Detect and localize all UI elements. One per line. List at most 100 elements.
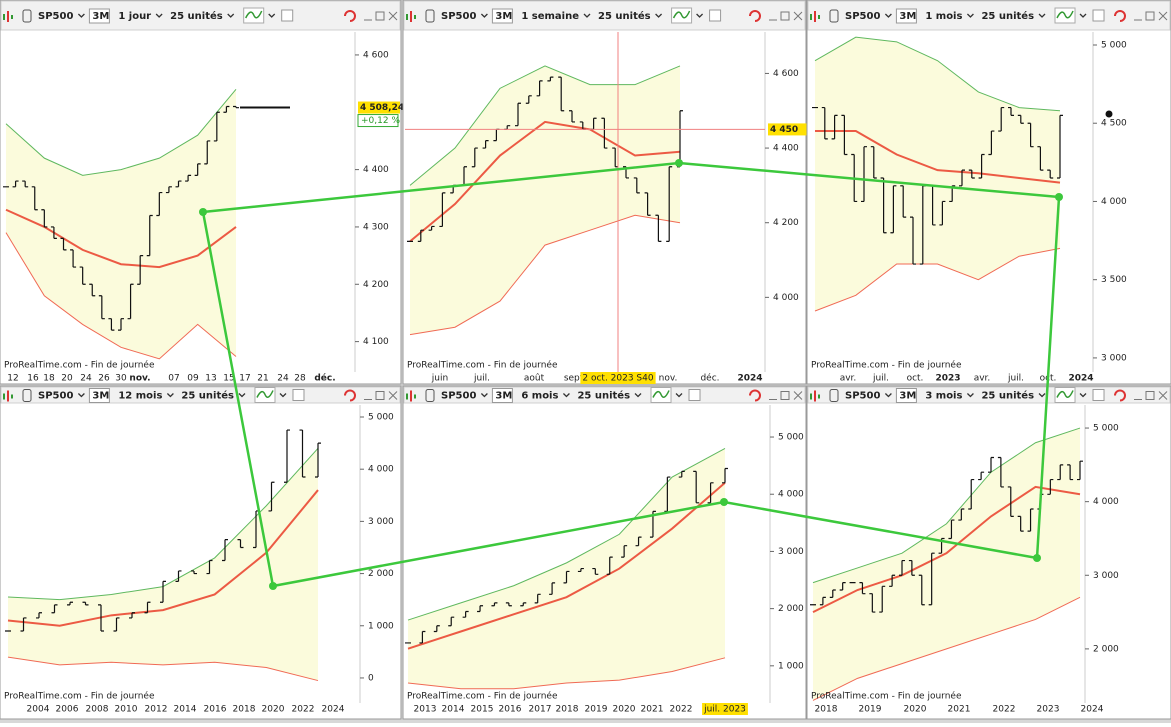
period-button[interactable]: 3M (899, 11, 916, 22)
close-button[interactable] (388, 11, 398, 21)
settings-icon[interactable] (425, 9, 435, 23)
chart-type-icon[interactable] (3, 11, 13, 22)
toolbar-dropdown[interactable]: SP500 (38, 391, 73, 402)
button[interactable] (491, 8, 513, 24)
toolbar-dropdown[interactable]: 25 unités (170, 10, 223, 22)
x-tick-label: 28 (294, 374, 306, 384)
x-tick-label: déc. (700, 373, 719, 384)
maximize-button[interactable] (375, 391, 385, 400)
toolbar-dropdown[interactable]: SP500 (441, 391, 476, 402)
button[interactable] (895, 8, 917, 24)
maximize-button[interactable] (1145, 391, 1155, 400)
price-bar (968, 169, 975, 179)
toolbar-dropdown[interactable]: 12 mois (118, 391, 162, 402)
toolbar-dropdown[interactable]: 1 jour (118, 11, 151, 22)
toolbar-dropdown[interactable]: 6 mois (521, 391, 558, 402)
maximize-button[interactable] (780, 391, 790, 400)
moving-average (407, 482, 726, 650)
button[interactable] (491, 388, 513, 403)
refresh-icon[interactable] (344, 10, 356, 22)
x-tick-label: 21 (257, 374, 268, 384)
chart-type-icon[interactable] (810, 390, 820, 402)
footer: ProRealTime.com - Fin de journée (4, 360, 155, 371)
refresh-icon[interactable] (1114, 389, 1126, 402)
toolbar-dropdown[interactable]: SP500 (845, 391, 880, 402)
price-bar (861, 146, 867, 203)
dropdown-arrow (480, 393, 488, 398)
period-button[interactable]: 3M (92, 391, 109, 402)
price-bar (505, 602, 512, 607)
maximize-button[interactable] (1145, 11, 1155, 21)
button[interactable] (88, 388, 110, 403)
x-tick-label: avr. (974, 374, 991, 384)
close-button[interactable] (793, 391, 803, 400)
price-bar (113, 617, 120, 632)
x-tick-label: 2014 (442, 705, 465, 715)
toolbar-dropdown[interactable]: 25 unités (981, 10, 1034, 22)
marker (1105, 110, 1113, 118)
info-button[interactable] (1092, 389, 1105, 401)
chart-type-icon[interactable] (810, 11, 820, 22)
settings-icon[interactable] (829, 389, 839, 402)
price-label-box (358, 101, 400, 114)
price-bar (60, 237, 67, 251)
price-bar (988, 130, 995, 156)
y-tick-label: 4 600 (363, 50, 389, 60)
dropdown-arrow (279, 393, 287, 398)
toolbar-dropdown[interactable]: SP500 (441, 11, 476, 22)
x-tick-label: 2016 (204, 705, 227, 715)
period-button[interactable]: 3M (92, 11, 109, 22)
band-fill (408, 448, 725, 689)
price-bar (12, 180, 19, 188)
info-button[interactable] (709, 9, 722, 22)
toolbar-dropdown[interactable]: SP500 (38, 11, 73, 22)
price-bar (819, 596, 826, 606)
price-bar (462, 610, 469, 618)
x-tick-label: 07 (168, 374, 179, 384)
period-button[interactable]: 3M (899, 391, 916, 402)
toolbar-dropdown[interactable]: 1 mois (925, 11, 962, 22)
close-button[interactable] (793, 11, 803, 21)
refresh-icon[interactable] (1114, 10, 1126, 22)
refresh-icon[interactable] (344, 389, 356, 402)
close-button[interactable] (1158, 391, 1168, 400)
chart-panel: SP500 3M 1 semaine 25 unités 4 600 4 400 4 200… (402, 0, 810, 385)
settings-icon[interactable] (425, 389, 435, 402)
info-button[interactable] (688, 389, 701, 401)
toolbar-dropdown[interactable]: 1 semaine (521, 11, 579, 22)
maximize-button[interactable] (780, 11, 790, 21)
chart-type-icon[interactable] (406, 390, 416, 402)
toolbar-dropdown[interactable]: 25 unités (981, 390, 1034, 402)
close-button[interactable] (388, 391, 398, 400)
moving-average (812, 485, 1081, 613)
settings-icon[interactable] (22, 389, 32, 402)
toolbar-dropdown[interactable]: 25 unités (181, 390, 234, 402)
price-bar (880, 177, 887, 234)
maximize-button[interactable] (375, 11, 385, 21)
y-tick-label: 3 000 (368, 517, 394, 527)
period-button[interactable]: 3M (495, 11, 512, 22)
period-button[interactable]: 3M (495, 391, 512, 402)
refresh-icon[interactable] (749, 10, 761, 22)
settings-icon[interactable] (829, 9, 839, 23)
x-tick-label: 2004 (27, 705, 50, 715)
toolbar-dropdown[interactable]: 25 unités (577, 390, 630, 402)
toolbar-dropdown[interactable]: SP500 (845, 11, 880, 22)
settings-icon[interactable] (22, 9, 32, 23)
x-tick-label: 2024 (1081, 705, 1104, 715)
price-bar (222, 539, 228, 562)
chart-type-icon[interactable] (406, 11, 416, 22)
price-bar (31, 186, 38, 211)
info-button[interactable] (281, 9, 294, 22)
toolbar-dropdown[interactable]: 3 mois (925, 391, 962, 402)
close-button[interactable] (1158, 11, 1168, 21)
refresh-icon[interactable] (749, 389, 761, 402)
toolbar-dropdown[interactable]: 25 unités (598, 10, 651, 22)
price-label-box (768, 123, 810, 136)
chart-type-icon[interactable] (3, 390, 13, 402)
info-button[interactable] (292, 389, 305, 401)
button[interactable] (895, 388, 917, 403)
button[interactable] (88, 8, 110, 24)
info-button[interactable] (1092, 9, 1105, 22)
x-tick-label: 18 (43, 374, 55, 384)
